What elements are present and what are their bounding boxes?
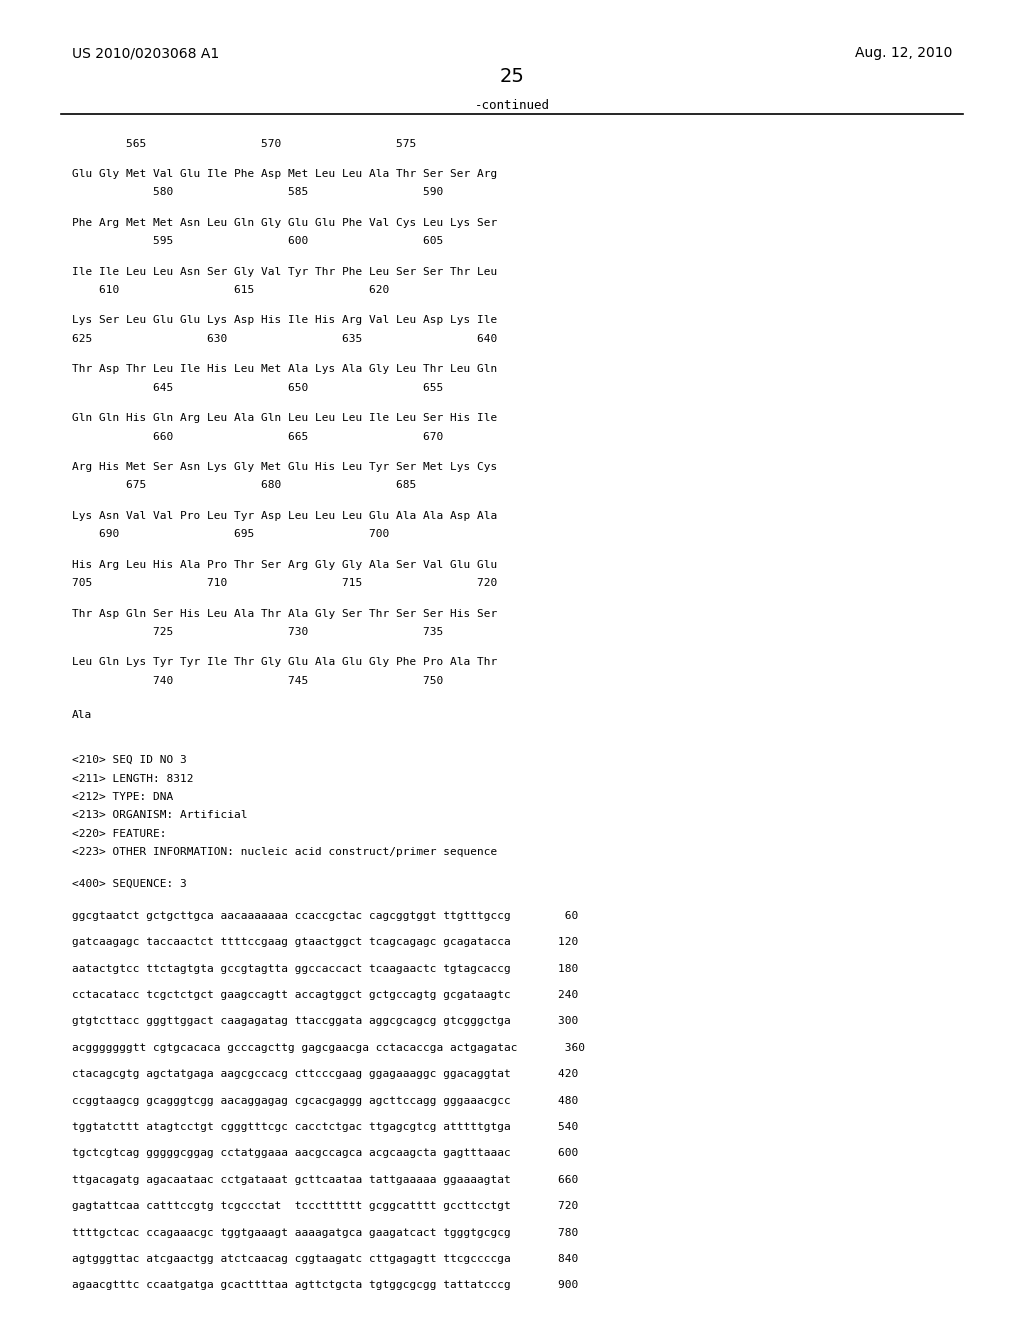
Text: ttgacagatg agacaataac cctgataaat gcttcaataa tattgaaaaa ggaaaagtat       660: ttgacagatg agacaataac cctgataaat gcttcaa… xyxy=(72,1175,578,1185)
Text: Leu Gln Lys Tyr Tyr Ile Thr Gly Glu Ala Glu Gly Phe Pro Ala Thr: Leu Gln Lys Tyr Tyr Ile Thr Gly Glu Ala … xyxy=(72,657,497,668)
Text: 565                 570                 575: 565 570 575 xyxy=(72,139,416,149)
Text: ctacagcgtg agctatgaga aagcgccacg cttcccgaag ggagaaaggc ggacaggtat       420: ctacagcgtg agctatgaga aagcgccacg cttcccg… xyxy=(72,1069,578,1080)
Text: 675                 680                 685: 675 680 685 xyxy=(72,480,416,491)
Text: His Arg Leu His Ala Pro Thr Ser Arg Gly Gly Ala Ser Val Glu Glu: His Arg Leu His Ala Pro Thr Ser Arg Gly … xyxy=(72,560,497,570)
Text: agaacgtttc ccaatgatga gcacttttaa agttctgcta tgtggcgcgg tattatcccg       900: agaacgtttc ccaatgatga gcacttttaa agttctg… xyxy=(72,1280,578,1291)
Text: Lys Ser Leu Glu Glu Lys Asp His Ile His Arg Val Leu Asp Lys Ile: Lys Ser Leu Glu Glu Lys Asp His Ile His … xyxy=(72,315,497,326)
Text: 705                 710                 715                 720: 705 710 715 720 xyxy=(72,578,497,589)
Text: US 2010/0203068 A1: US 2010/0203068 A1 xyxy=(72,46,219,61)
Text: gtgtcttacc gggttggact caagagatag ttaccggata aggcgcagcg gtcgggctga       300: gtgtcttacc gggttggact caagagatag ttaccgg… xyxy=(72,1016,578,1027)
Text: <212> TYPE: DNA: <212> TYPE: DNA xyxy=(72,792,173,803)
Text: <223> OTHER INFORMATION: nucleic acid construct/primer sequence: <223> OTHER INFORMATION: nucleic acid co… xyxy=(72,847,497,858)
Text: 725                 730                 735: 725 730 735 xyxy=(72,627,443,638)
Text: Phe Arg Met Met Asn Leu Gln Gly Glu Glu Phe Val Cys Leu Lys Ser: Phe Arg Met Met Asn Leu Gln Gly Glu Glu … xyxy=(72,218,497,228)
Text: Lys Asn Val Val Pro Leu Tyr Asp Leu Leu Leu Glu Ala Ala Asp Ala: Lys Asn Val Val Pro Leu Tyr Asp Leu Leu … xyxy=(72,511,497,521)
Text: ggcgtaatct gctgcttgca aacaaaaaaa ccaccgctac cagcggtggt ttgtttgccg        60: ggcgtaatct gctgcttgca aacaaaaaaa ccaccgc… xyxy=(72,911,578,921)
Text: Ile Ile Leu Leu Asn Ser Gly Val Tyr Thr Phe Leu Ser Ser Thr Leu: Ile Ile Leu Leu Asn Ser Gly Val Tyr Thr … xyxy=(72,267,497,277)
Text: <213> ORGANISM: Artificial: <213> ORGANISM: Artificial xyxy=(72,810,247,821)
Text: aatactgtcc ttctagtgta gccgtagtta ggccaccact tcaagaactc tgtagcaccg       180: aatactgtcc ttctagtgta gccgtagtta ggccacc… xyxy=(72,964,578,974)
Text: 610                 615                 620: 610 615 620 xyxy=(72,285,389,296)
Text: <220> FEATURE:: <220> FEATURE: xyxy=(72,829,166,840)
Text: Aug. 12, 2010: Aug. 12, 2010 xyxy=(855,46,952,61)
Text: 690                 695                 700: 690 695 700 xyxy=(72,529,389,540)
Text: ttttgctcac ccagaaacgc tggtgaaagt aaaagatgca gaagatcact tgggtgcgcg       780: ttttgctcac ccagaaacgc tggtgaaagt aaaagat… xyxy=(72,1228,578,1238)
Text: 595                 600                 605: 595 600 605 xyxy=(72,236,443,247)
Text: Ala: Ala xyxy=(72,710,92,721)
Text: Thr Asp Gln Ser His Leu Ala Thr Ala Gly Ser Thr Ser Ser His Ser: Thr Asp Gln Ser His Leu Ala Thr Ala Gly … xyxy=(72,609,497,619)
Text: ccggtaagcg gcagggtcgg aacaggagag cgcacgaggg agcttccagg gggaaacgcc       480: ccggtaagcg gcagggtcgg aacaggagag cgcacga… xyxy=(72,1096,578,1106)
Text: -continued: -continued xyxy=(474,99,550,112)
Text: 625                 630                 635                 640: 625 630 635 640 xyxy=(72,334,497,345)
Text: <400> SEQUENCE: 3: <400> SEQUENCE: 3 xyxy=(72,879,186,890)
Text: 740                 745                 750: 740 745 750 xyxy=(72,676,443,686)
Text: 660                 665                 670: 660 665 670 xyxy=(72,432,443,442)
Text: Glu Gly Met Val Glu Ile Phe Asp Met Leu Leu Ala Thr Ser Ser Arg: Glu Gly Met Val Glu Ile Phe Asp Met Leu … xyxy=(72,169,497,180)
Text: tggtatcttt atagtcctgt cgggtttcgc cacctctgac ttgagcgtcg atttttgtga       540: tggtatcttt atagtcctgt cgggtttcgc cacctct… xyxy=(72,1122,578,1133)
Text: Gln Gln His Gln Arg Leu Ala Gln Leu Leu Leu Ile Leu Ser His Ile: Gln Gln His Gln Arg Leu Ala Gln Leu Leu … xyxy=(72,413,497,424)
Text: gatcaagagc taccaactct ttttccgaag gtaactggct tcagcagagc gcagatacca       120: gatcaagagc taccaactct ttttccgaag gtaactg… xyxy=(72,937,578,948)
Text: cctacatacc tcgctctgct gaagccagtt accagtggct gctgccagtg gcgataagtc       240: cctacatacc tcgctctgct gaagccagtt accagtg… xyxy=(72,990,578,1001)
Text: <210> SEQ ID NO 3: <210> SEQ ID NO 3 xyxy=(72,755,186,766)
Text: 580                 585                 590: 580 585 590 xyxy=(72,187,443,198)
Text: tgctcgtcag gggggcggag cctatggaaa aacgccagca acgcaagcta gagtttaaac       600: tgctcgtcag gggggcggag cctatggaaa aacgcca… xyxy=(72,1148,578,1159)
Text: 645                 650                 655: 645 650 655 xyxy=(72,383,443,393)
Text: <211> LENGTH: 8312: <211> LENGTH: 8312 xyxy=(72,774,194,784)
Text: 25: 25 xyxy=(500,67,524,86)
Text: Arg His Met Ser Asn Lys Gly Met Glu His Leu Tyr Ser Met Lys Cys: Arg His Met Ser Asn Lys Gly Met Glu His … xyxy=(72,462,497,473)
Text: Thr Asp Thr Leu Ile His Leu Met Ala Lys Ala Gly Leu Thr Leu Gln: Thr Asp Thr Leu Ile His Leu Met Ala Lys … xyxy=(72,364,497,375)
Text: gagtattcaa catttccgtg tcgccctat  tccctttttt gcggcatttt gccttcctgt       720: gagtattcaa catttccgtg tcgccctat tccctttt… xyxy=(72,1201,578,1212)
Text: acgggggggtt cgtgcacaca gcccagcttg gagcgaacga cctacaccga actgagatac       360: acgggggggtt cgtgcacaca gcccagcttg gagcga… xyxy=(72,1043,585,1053)
Text: agtgggttac atcgaactgg atctcaacag cggtaagatc cttgagagtt ttcgccccga       840: agtgggttac atcgaactgg atctcaacag cggtaag… xyxy=(72,1254,578,1265)
